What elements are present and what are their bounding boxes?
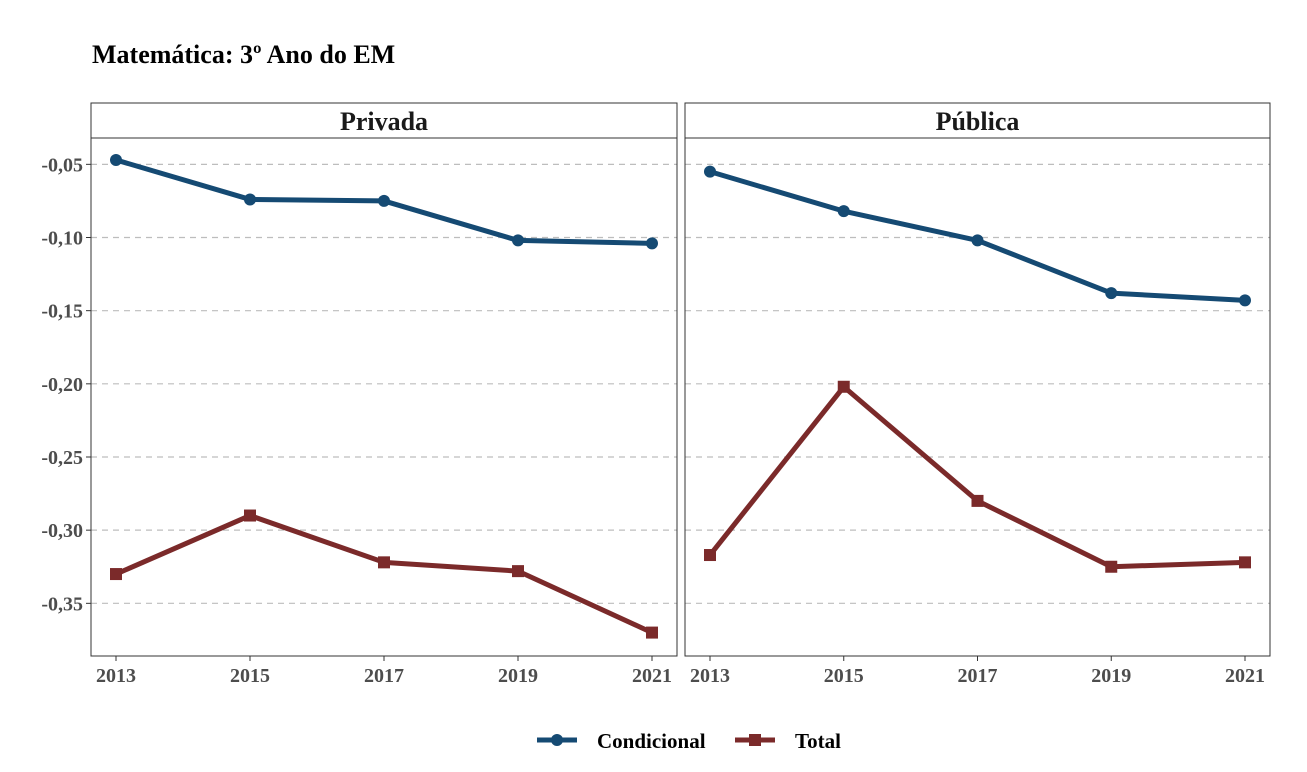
data-point <box>244 193 256 206</box>
chart-panels: Privada 2013 2015 2017 2019 2021 -0,05 -0,10 -0,… <box>41 102 1271 687</box>
series-line <box>707 384 1248 570</box>
x-tick-label: 2017 <box>958 665 998 687</box>
y-tick-label: -0,10 <box>41 228 83 250</box>
data-point <box>1105 560 1118 573</box>
data-point <box>837 380 850 393</box>
legend-label: Total <box>795 729 841 753</box>
data-point <box>646 237 658 250</box>
x-tick-label: 2013 <box>96 665 136 687</box>
facet-panel-1: Privada 2013 2015 2017 2019 2021 -0,05 -0,10 -0,… <box>41 102 678 687</box>
y-tick-label: -0,05 <box>41 154 83 176</box>
series-total <box>704 380 1251 573</box>
y-tick-label: -0,25 <box>41 447 83 469</box>
x-tick-label: 2021 <box>1225 665 1265 687</box>
data-point <box>512 565 524 578</box>
data-point <box>704 165 716 178</box>
x-tick-label: 2021 <box>632 665 672 687</box>
panel-border <box>90 137 678 657</box>
legend-item-condicional: Condicional <box>537 729 706 753</box>
y-tick-label: -0,30 <box>41 520 83 542</box>
legend-label: Condicional <box>597 729 706 753</box>
legend-key-marker <box>749 734 761 746</box>
data-point <box>837 205 850 218</box>
y-tick-label: -0,20 <box>41 374 83 396</box>
panel-border <box>684 137 1271 657</box>
series-line <box>113 513 655 636</box>
x-tick-label: 2017 <box>364 665 404 687</box>
data-point <box>1239 294 1251 307</box>
data-point <box>971 494 984 507</box>
series-total <box>110 509 658 639</box>
data-point <box>110 153 122 166</box>
y-tick-label: -0,15 <box>41 301 83 323</box>
data-point <box>378 556 390 569</box>
facet-strip <box>90 102 678 139</box>
facet-label: Privada <box>340 107 428 136</box>
data-point <box>1105 287 1118 300</box>
data-point <box>646 626 658 639</box>
data-point <box>1239 556 1251 569</box>
data-point <box>971 234 984 247</box>
data-point <box>512 234 524 247</box>
facet-strip <box>684 102 1271 139</box>
chart-legend: Condicional Total <box>537 729 841 753</box>
x-tick-label: 2019 <box>498 665 538 687</box>
legend-key-marker <box>551 734 563 746</box>
data-point <box>704 549 716 562</box>
x-tick-label: 2015 <box>824 665 864 687</box>
legend-item-total: Total <box>735 729 841 753</box>
x-tick-label: 2015 <box>230 665 270 687</box>
chart-title: Matemática: 3º Ano do EM <box>92 40 395 69</box>
data-point <box>110 568 122 581</box>
data-point <box>378 194 390 207</box>
series-condicional <box>110 153 658 250</box>
x-tick-label: 2013 <box>690 665 730 687</box>
x-tick-label: 2019 <box>1091 665 1131 687</box>
facet-panel-2: Pública 2013 2015 2017 2019 2021 <box>684 102 1271 687</box>
data-point <box>244 509 256 522</box>
series-condicional <box>704 165 1251 307</box>
y-tick-label: -0,35 <box>41 593 83 615</box>
facet-label: Pública <box>936 107 1020 136</box>
